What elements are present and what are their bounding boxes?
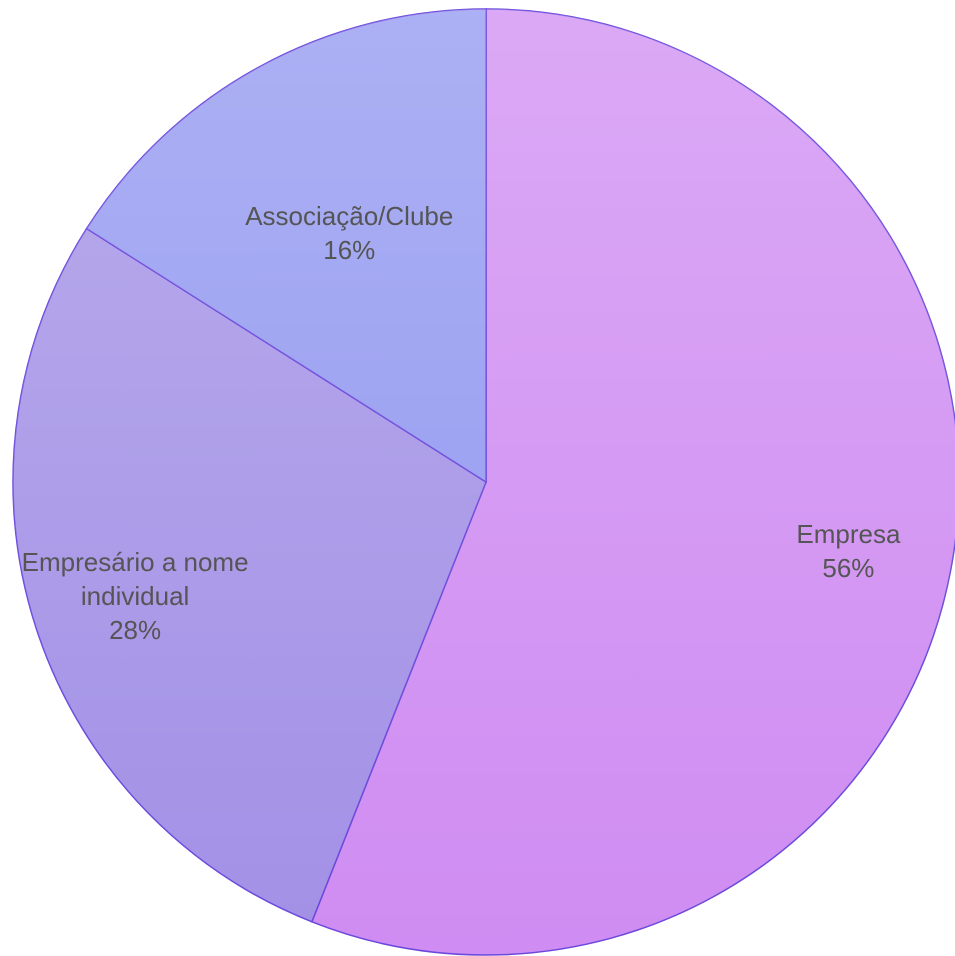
slice-shade xyxy=(311,9,955,955)
slice-category: Empresário a nome individual xyxy=(21,547,249,611)
slice-value: 16% xyxy=(323,235,376,266)
slice-label: Empresário a nome individual 28% xyxy=(20,545,250,647)
slice-shade xyxy=(86,9,487,482)
slice-value: 56% xyxy=(822,553,875,584)
slice-value: 28% xyxy=(109,615,162,645)
slice-category: Associação/Clube xyxy=(245,201,454,232)
slice-label: Empresa 56% xyxy=(718,517,955,585)
slice-shade xyxy=(13,228,486,922)
slice-category: Empresa xyxy=(796,519,901,550)
slice-label: Associação/Clube 16% xyxy=(219,199,479,267)
